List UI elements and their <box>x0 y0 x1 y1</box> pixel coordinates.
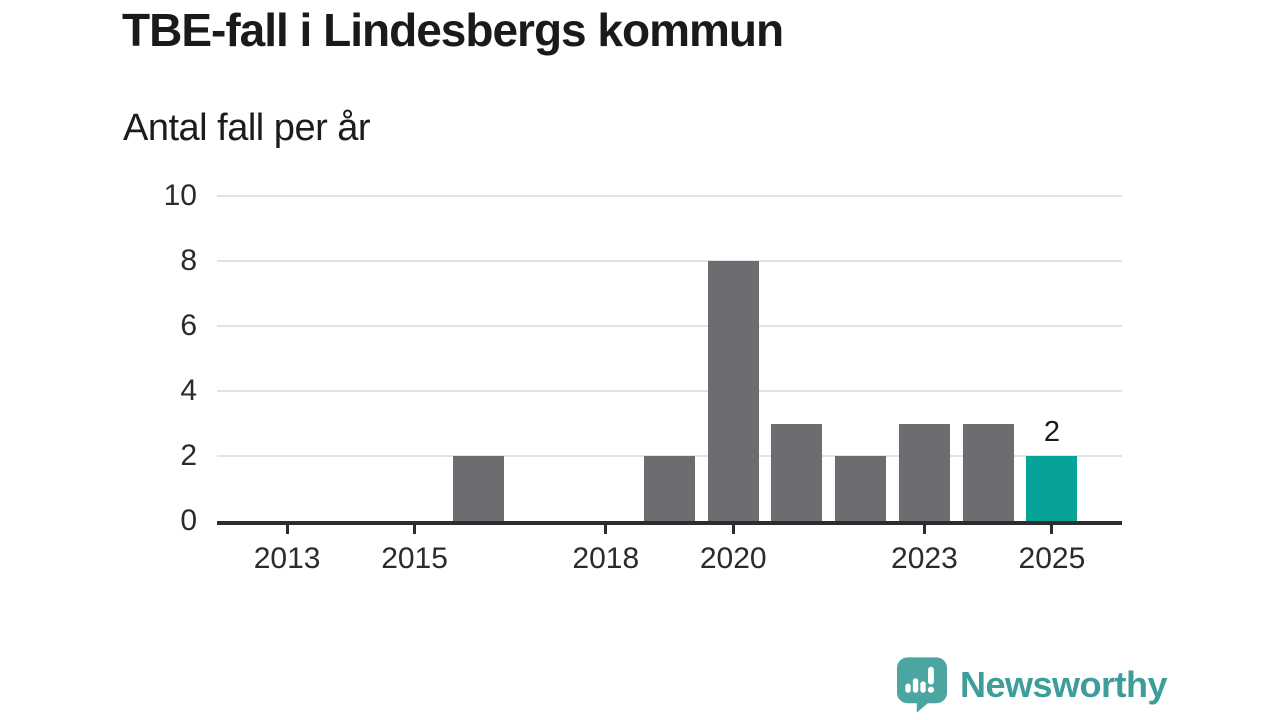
x-tick <box>731 525 735 534</box>
newsworthy-logo: Newsworthy <box>897 657 1168 713</box>
y-tick-label: 2 <box>180 439 197 472</box>
x-tick <box>604 525 608 534</box>
gridline <box>217 325 1122 327</box>
x-tick <box>1050 525 1054 534</box>
gridline <box>217 260 1122 262</box>
bar-2020 <box>707 261 759 521</box>
y-tick-label: 10 <box>163 179 197 212</box>
bar-2024 <box>962 423 1014 521</box>
logo-bar-tall <box>912 678 919 693</box>
x-tick-label: 2020 <box>699 542 767 575</box>
x-tick-label: 2013 <box>253 542 321 575</box>
gridline <box>217 195 1122 197</box>
x-tick-label: 2025 <box>1018 542 1086 575</box>
bar-2016 <box>452 456 504 521</box>
bar-2019 <box>644 456 695 521</box>
chart-title: TBE-fall i Lindesbergs kommun <box>122 4 784 56</box>
x-tick <box>413 525 417 534</box>
logo-bar-small <box>905 683 911 693</box>
bar-2023 <box>898 423 950 521</box>
bar-2022 <box>835 456 887 521</box>
x-tick-label: 2018 <box>572 542 640 575</box>
newsworthy-wordmark: Newsworthy <box>960 664 1168 705</box>
logo-bar-medium <box>920 681 926 693</box>
bar-2021 <box>771 423 823 521</box>
x-tick <box>922 525 926 534</box>
chart-subtitle: Antal fall per år <box>123 107 371 149</box>
logo-exclamation-stroke <box>928 666 934 685</box>
bar-highlight-2025 <box>1026 456 1078 521</box>
y-tick-label: 4 <box>180 374 197 407</box>
y-tick-label: 8 <box>180 244 197 277</box>
bar-value-label: 2 <box>1043 416 1060 448</box>
x-tick-label: 2023 <box>891 542 958 575</box>
y-tick-label: 6 <box>180 309 197 342</box>
gridline <box>217 390 1122 392</box>
x-tick <box>285 525 289 534</box>
logo-exclamation-dot <box>927 686 935 693</box>
y-tick-label: 0 <box>180 504 197 537</box>
plot-area: 2 <box>217 195 1122 525</box>
x-tick-label: 2015 <box>381 542 448 575</box>
newsworthy-logo-icon <box>897 657 947 713</box>
